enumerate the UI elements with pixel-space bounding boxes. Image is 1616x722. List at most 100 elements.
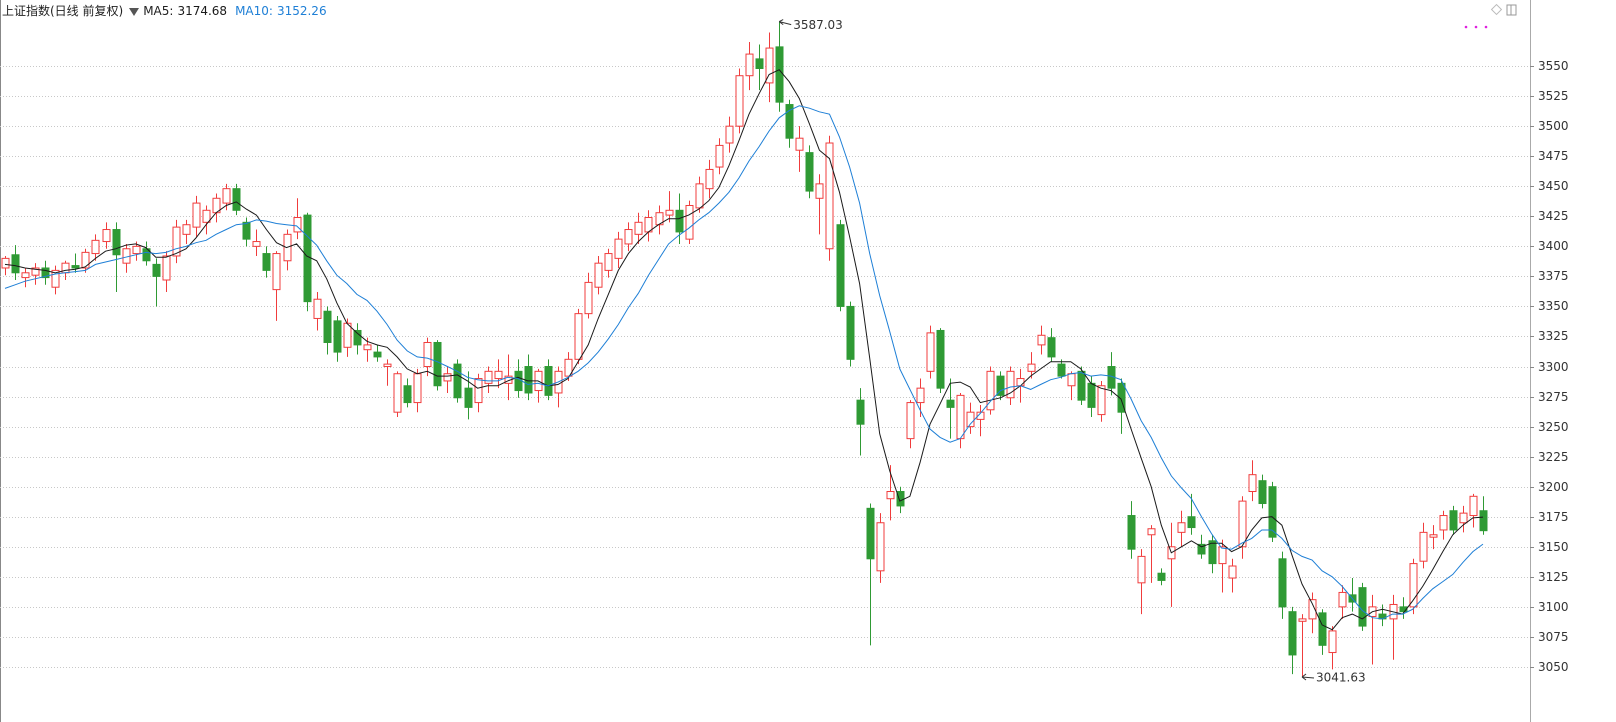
- candle-body: [986, 370, 995, 411]
- candle-body: [484, 370, 493, 384]
- low-marker-arrow: [1301, 673, 1315, 681]
- candle-body: [745, 53, 754, 77]
- diamond-icon[interactable]: [1490, 3, 1503, 16]
- candle-body: [846, 305, 855, 360]
- candle-body: [252, 241, 261, 247]
- candle-body: [21, 272, 30, 279]
- y-tick-label: 3275: [1538, 390, 1569, 404]
- candle-body: [1248, 474, 1257, 493]
- ma5-label: MA5: [143, 4, 173, 18]
- y-tick-label: 3475: [1538, 149, 1569, 163]
- candle-body: [916, 387, 925, 404]
- candle-body: [192, 202, 201, 228]
- candle-body: [856, 399, 865, 425]
- candle-body: [604, 253, 613, 271]
- candle-body: [162, 255, 171, 281]
- candle-body: [232, 188, 241, 211]
- candle-body: [1358, 587, 1367, 627]
- candle-body: [926, 332, 935, 372]
- candle-body: [112, 229, 121, 256]
- menu-dot[interactable]: [1484, 25, 1488, 29]
- candle-body: [373, 351, 382, 358]
- candle-body: [1197, 543, 1206, 555]
- y-tick-label: 3100: [1538, 600, 1569, 614]
- candle-body: [785, 104, 794, 139]
- candle-body: [695, 183, 704, 209]
- y-tick-label: 3250: [1538, 420, 1569, 434]
- candle-body: [1338, 591, 1347, 608]
- candle-body: [1117, 382, 1126, 413]
- ma-line: [4, 105, 1484, 620]
- candle-body: [886, 491, 895, 500]
- candle-body: [715, 144, 724, 168]
- candle-body: [624, 229, 633, 245]
- candle-body: [242, 221, 251, 240]
- candle-body: [815, 183, 824, 199]
- candle-body: [665, 209, 674, 216]
- candle-body: [1409, 563, 1418, 608]
- candle-body: [453, 363, 462, 399]
- candle-body: [433, 341, 442, 387]
- y-tick-label: 3450: [1538, 179, 1569, 193]
- candle-body: [1268, 486, 1277, 538]
- y-tick-label: 3125: [1538, 570, 1569, 584]
- candle-body: [685, 204, 694, 240]
- low-label: 3041.63: [1316, 671, 1366, 685]
- ma10-label: MA10: [235, 4, 273, 18]
- candle-body: [1459, 512, 1468, 524]
- candle-body: [1429, 534, 1438, 538]
- y-tick-label: 3400: [1538, 239, 1569, 253]
- candle-body: [655, 212, 664, 226]
- y-tick-label: 3350: [1538, 299, 1569, 313]
- candle-body: [303, 214, 312, 303]
- candle-body: [1439, 515, 1448, 531]
- candle-body: [413, 373, 422, 404]
- candle-body: [1016, 378, 1025, 387]
- y-tick-label: 3050: [1538, 660, 1569, 674]
- candle-body: [393, 373, 402, 413]
- candle-body: [614, 238, 623, 259]
- y-tick-label: 3325: [1538, 329, 1569, 343]
- candle-body: [293, 217, 302, 233]
- candle-body: [956, 394, 965, 440]
- candle-body: [1047, 337, 1056, 358]
- candle-body: [71, 265, 80, 269]
- candle-body: [1449, 510, 1458, 531]
- candle-body: [1258, 480, 1267, 505]
- candle-body: [323, 310, 332, 343]
- candle-body: [1399, 606, 1408, 613]
- candle-body: [564, 358, 573, 377]
- candle-body: [976, 411, 985, 420]
- candle-body: [825, 142, 834, 250]
- menu-dot[interactable]: [1464, 25, 1468, 29]
- candle-body: [132, 245, 141, 255]
- candle-body: [584, 281, 593, 315]
- candle-body: [1278, 558, 1287, 608]
- ma5-value: 3174.68: [177, 4, 228, 18]
- candle-body: [1479, 510, 1488, 532]
- candle-body: [1228, 565, 1237, 579]
- candle-body: [474, 378, 483, 404]
- candle-body: [1288, 611, 1297, 656]
- candle-body: [262, 253, 271, 271]
- candle-body: [222, 188, 231, 204]
- dropdown-icon[interactable]: [129, 8, 140, 16]
- candle-body: [1318, 612, 1327, 646]
- candle-body: [1057, 363, 1066, 377]
- y-tick-label: 3175: [1538, 510, 1569, 524]
- candle-body: [1077, 370, 1086, 401]
- candle-body: [51, 269, 60, 288]
- candle-body: [1067, 373, 1076, 387]
- menu-dot[interactable]: [1474, 25, 1478, 29]
- chart-title: 上证指数(日线 前复权): [2, 4, 124, 18]
- candle-body: [1157, 572, 1166, 581]
- ma-line: [4, 69, 1484, 631]
- candle-body: [494, 370, 503, 380]
- candle-body: [464, 387, 473, 408]
- candle-body: [353, 329, 362, 346]
- candle-body: [866, 507, 875, 560]
- candle-body: [202, 209, 211, 223]
- candle-body: [1419, 531, 1428, 562]
- y-tick-label: 3200: [1538, 480, 1569, 494]
